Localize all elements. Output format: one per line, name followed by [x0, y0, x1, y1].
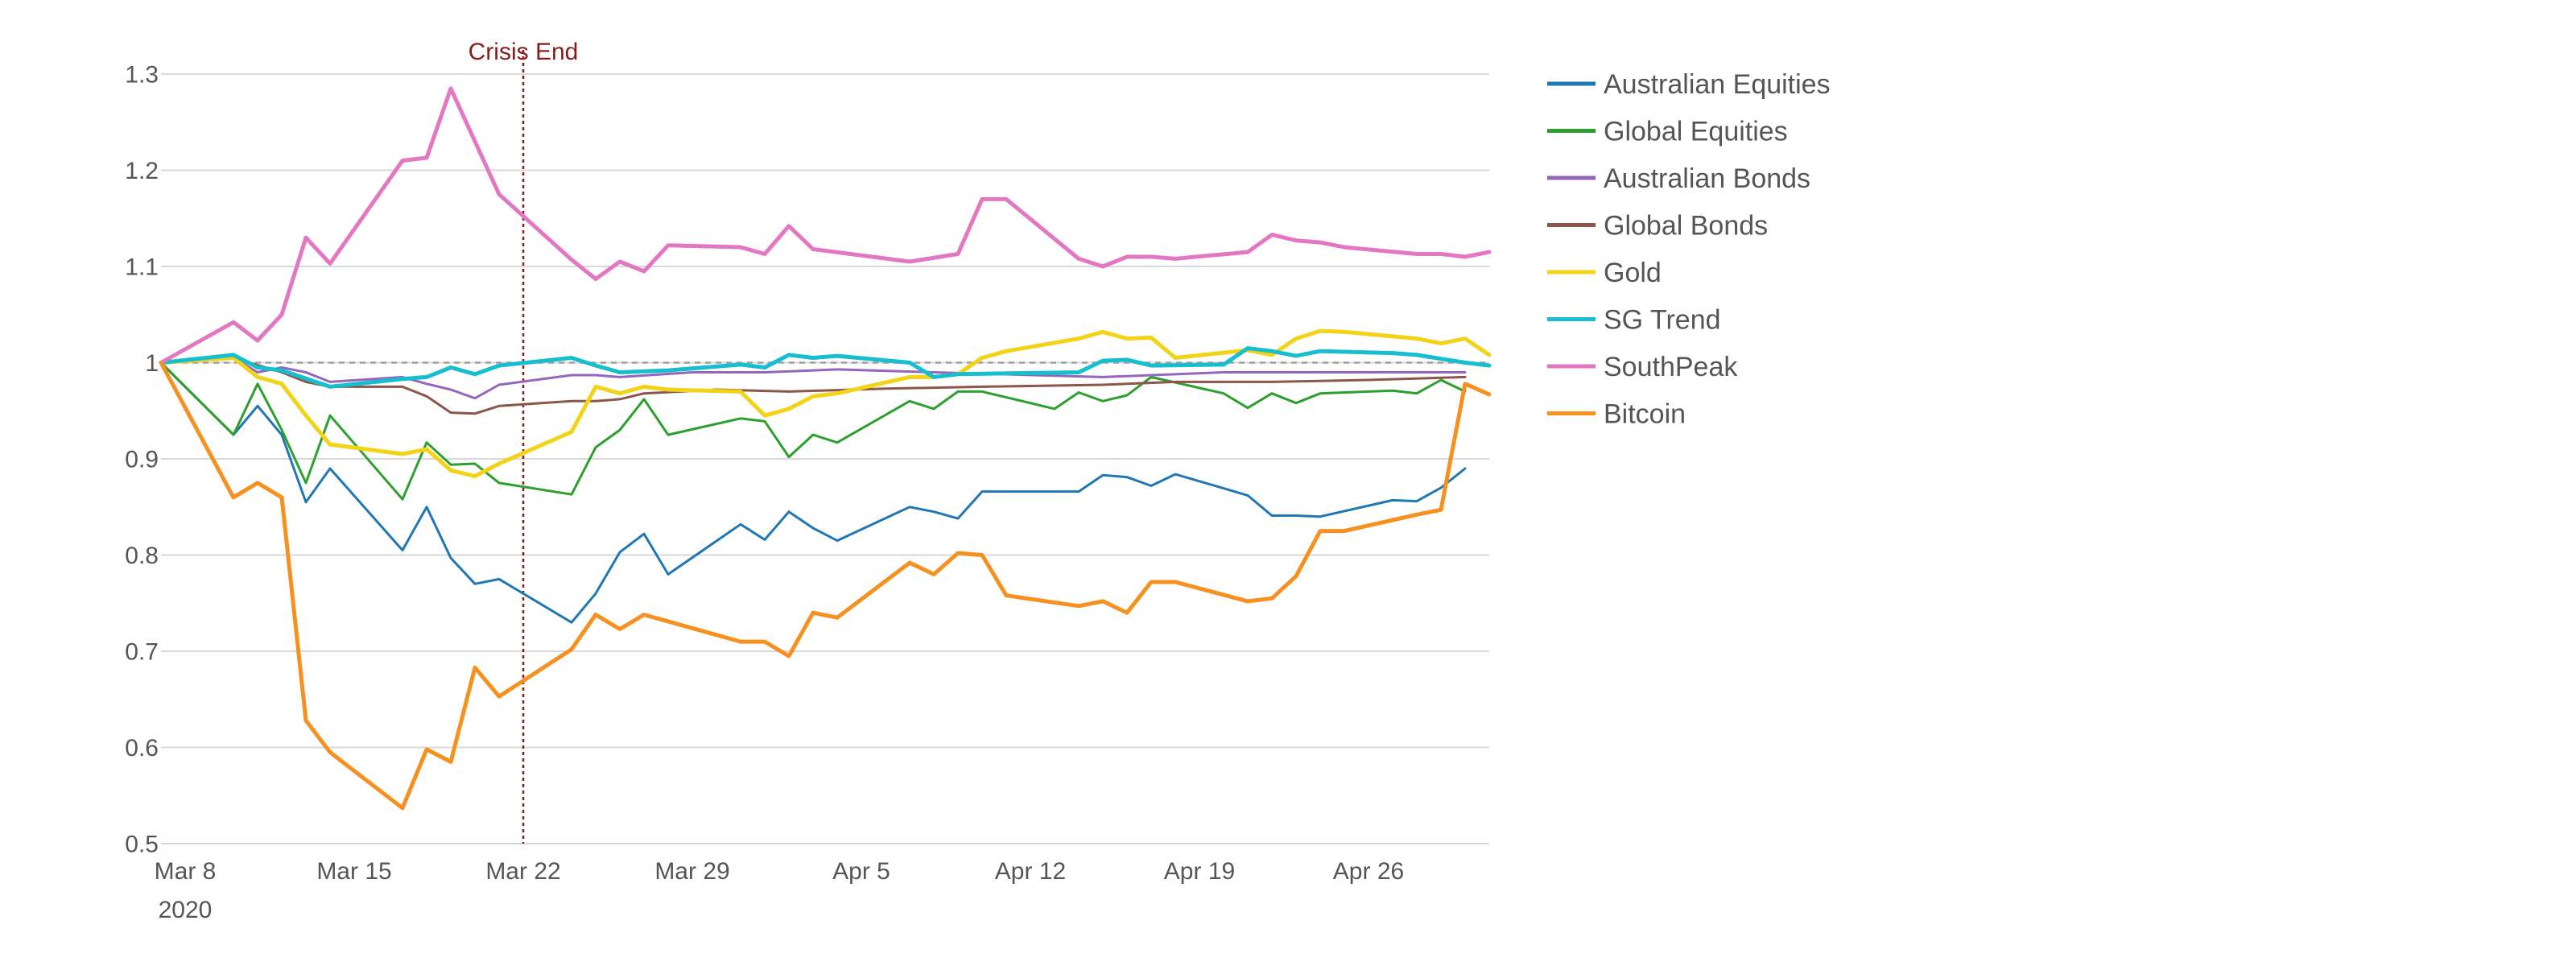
annotation-label: Crisis End — [469, 39, 579, 65]
series-line-bitcoin — [159, 361, 1492, 811]
series-line-global-equities — [159, 361, 1467, 501]
series-lines — [159, 86, 1492, 811]
legend: Australian Equities Global Equities Austra… — [1547, 69, 1831, 430]
x-tick-label: Mar 15 — [316, 858, 391, 885]
legend-label: Australian Bonds — [1604, 163, 1810, 194]
x-tick-label: Apr 26 — [1333, 858, 1404, 885]
y-tick-label: 0.8 — [125, 543, 159, 569]
y-tick-label: 0.7 — [125, 639, 159, 666]
legend-label: SG Trend — [1604, 305, 1721, 336]
annotation-layer: Crisis End — [469, 39, 579, 844]
legend-label: SouthPeak — [1604, 352, 1738, 382]
legend-item-global-bonds: Global Bonds — [1547, 211, 1768, 242]
legend-label: Global Equities — [1604, 117, 1788, 147]
grid-lines — [161, 73, 1489, 844]
legend-item-australian-equities: Australian Equities — [1547, 69, 1831, 100]
y-tick-label: 1 — [145, 350, 159, 377]
y-tick-label: 1.1 — [125, 254, 159, 281]
x-tick-label: Mar 29 — [654, 858, 729, 885]
y-tick-label: 0.6 — [125, 735, 159, 762]
x-tick-sublabel: 2020 — [159, 897, 213, 923]
legend-item-southpeak: SouthPeak — [1547, 352, 1738, 382]
legend-item-sg-trend: SG Trend — [1547, 305, 1721, 336]
legend-label: Gold — [1604, 258, 1662, 288]
y-axis: 0.5 0.6 0.7 0.8 0.9 1 1.1 1.2 1.3 — [125, 62, 159, 858]
x-tick-label: Apr 12 — [995, 858, 1066, 885]
x-tick-label: Apr 19 — [1164, 858, 1235, 885]
x-tick-label: Mar 8 — [155, 858, 217, 885]
y-tick-label: 0.5 — [125, 832, 159, 858]
legend-label: Global Bonds — [1604, 211, 1768, 242]
x-tick-label: Mar 22 — [485, 858, 560, 885]
legend-label: Bitcoin — [1604, 399, 1686, 430]
y-tick-label: 0.9 — [125, 447, 159, 473]
legend-label: Australian Equities — [1604, 69, 1831, 100]
series-line-southpeak — [159, 86, 1492, 365]
series-line-sg-trend — [159, 346, 1492, 389]
legend-item-gold: Gold — [1547, 258, 1662, 288]
series-line-australian-bonds — [159, 357, 1467, 400]
legend-item-global-equities: Global Equities — [1547, 117, 1788, 147]
series-line-gold — [159, 328, 1492, 478]
x-axis: Mar 8 2020 Mar 15 Mar 22 Mar 29 Apr 5 Apr 12 Ap… — [155, 858, 1405, 923]
y-tick-label: 1.3 — [125, 62, 159, 89]
x-tick-label: Apr 5 — [832, 858, 890, 885]
series-line-australian-equities — [159, 361, 1467, 624]
legend-item-australian-bonds: Australian Bonds — [1547, 163, 1810, 194]
y-tick-label: 1.2 — [125, 158, 159, 184]
legend-item-bitcoin: Bitcoin — [1547, 399, 1686, 430]
